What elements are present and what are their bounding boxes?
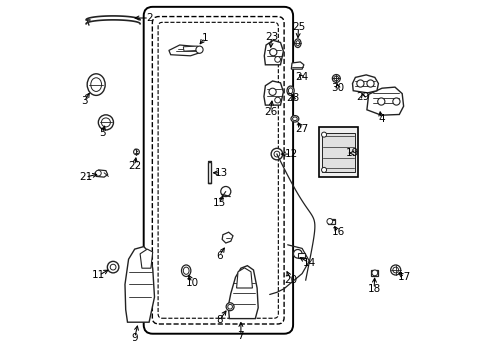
Polygon shape [236,268,252,288]
Bar [208,162,211,183]
Text: 23: 23 [264,32,278,42]
Polygon shape [352,75,378,93]
Polygon shape [222,232,232,243]
Ellipse shape [294,39,301,48]
Ellipse shape [101,118,110,127]
Ellipse shape [390,265,400,275]
Ellipse shape [286,86,294,95]
Text: 4: 4 [377,114,384,124]
Polygon shape [125,247,154,322]
Text: 12: 12 [284,149,297,159]
Circle shape [107,261,119,273]
Text: 16: 16 [331,227,344,237]
Text: 13: 13 [214,168,227,178]
Text: 1: 1 [201,33,208,43]
Circle shape [321,132,326,137]
Text: 17: 17 [397,272,410,282]
Text: 11: 11 [92,270,105,280]
Circle shape [321,167,326,172]
Circle shape [377,98,384,105]
Ellipse shape [225,303,234,311]
Ellipse shape [295,41,299,46]
Circle shape [274,57,280,62]
Circle shape [274,97,280,103]
Text: 19: 19 [345,148,358,158]
Circle shape [196,46,203,53]
Circle shape [293,249,302,258]
Circle shape [133,149,139,155]
Polygon shape [168,45,201,56]
Text: 24: 24 [295,72,308,82]
Text: 28: 28 [286,93,299,103]
Polygon shape [291,62,303,69]
Bar [370,270,378,276]
Text: 7: 7 [237,330,244,341]
Ellipse shape [290,116,298,122]
Ellipse shape [181,265,190,276]
Polygon shape [228,266,258,319]
Text: 25: 25 [291,22,305,32]
Circle shape [392,98,399,105]
Ellipse shape [288,88,292,94]
Text: 6: 6 [216,251,222,261]
Bar [298,253,304,258]
Circle shape [356,80,363,87]
Ellipse shape [87,74,105,95]
Polygon shape [366,87,403,115]
Text: 3: 3 [81,96,87,106]
FancyBboxPatch shape [143,7,292,334]
Text: 2: 2 [145,13,152,23]
Ellipse shape [332,75,340,82]
Polygon shape [264,40,283,65]
Circle shape [366,80,373,87]
Text: 5: 5 [99,128,105,138]
Text: 10: 10 [185,278,199,288]
Polygon shape [183,46,198,51]
Text: 29: 29 [356,92,369,102]
Text: 15: 15 [212,198,225,208]
Text: 26: 26 [263,107,277,117]
Ellipse shape [98,115,113,130]
Ellipse shape [227,305,232,309]
Circle shape [220,186,230,197]
Circle shape [269,49,276,56]
Polygon shape [140,249,152,268]
Text: 18: 18 [366,284,380,294]
Text: 27: 27 [295,124,308,134]
Text: 20: 20 [284,275,297,285]
Circle shape [270,148,282,160]
Text: 22: 22 [128,161,141,171]
Polygon shape [321,133,355,172]
Ellipse shape [183,267,189,274]
Polygon shape [264,81,283,105]
Ellipse shape [392,267,398,273]
Ellipse shape [91,78,102,91]
Circle shape [326,219,332,224]
Circle shape [273,151,279,157]
Text: 21: 21 [79,172,92,182]
Text: 9: 9 [131,333,138,343]
Bar [318,127,358,177]
Circle shape [371,270,377,276]
FancyBboxPatch shape [152,17,284,324]
Circle shape [268,88,276,95]
Bar [327,219,335,224]
Text: 8: 8 [216,315,222,325]
Ellipse shape [292,117,297,121]
Circle shape [95,170,101,176]
Circle shape [110,264,116,270]
Ellipse shape [333,76,338,81]
Text: 30: 30 [331,83,344,93]
Text: 14: 14 [302,258,315,268]
Polygon shape [95,170,107,177]
